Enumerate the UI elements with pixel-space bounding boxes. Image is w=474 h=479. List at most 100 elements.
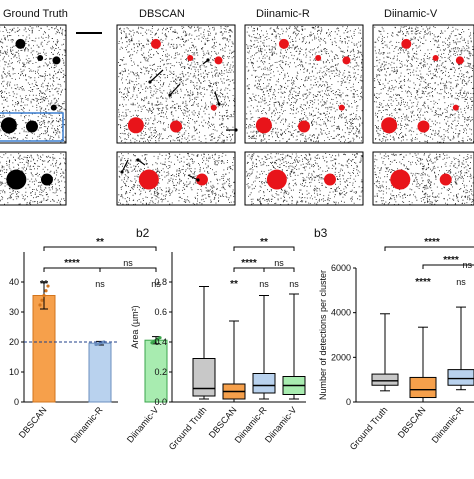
cluster-blob: [6, 169, 27, 190]
box: [409, 376, 437, 399]
significance-label: ****: [64, 258, 80, 269]
x-tick-label: Diinamic-V: [125, 405, 161, 445]
inset-box: [0, 112, 64, 142]
micrograph-1-0: [116, 24, 236, 144]
cluster-blob: [50, 104, 57, 111]
micrograph-2-0: [244, 24, 364, 144]
significance-bracket: [263, 267, 295, 272]
bar: [32, 295, 56, 403]
y-tick-label: 0.2: [154, 367, 167, 377]
significance-label: ns: [123, 258, 133, 268]
cluster-blob: [210, 104, 217, 111]
background-localizations: [374, 153, 474, 205]
significance-label: **: [230, 279, 238, 290]
background-localizations: [118, 153, 235, 205]
x-tick-label: Ground Truth: [167, 405, 209, 452]
x-tick-label: DBSCAN: [17, 405, 49, 440]
significance-label: **: [40, 279, 48, 290]
data-point: [44, 289, 48, 293]
y-tick-label: 0.4: [154, 337, 167, 347]
panel-title-ground-truth: Ground Truth: [3, 8, 68, 20]
pointer-arrow-head: [120, 170, 124, 174]
cluster-blob: [432, 55, 439, 62]
cluster-blob: [187, 55, 194, 62]
x-tick-label: Diinamic-R: [430, 404, 466, 445]
cluster-blob: [52, 56, 61, 65]
pointer-arrow: [149, 69, 164, 83]
pointer-arrow: [214, 91, 220, 105]
box: [192, 358, 216, 397]
y-tick-label: 0.0: [154, 397, 167, 407]
y-tick-label: 0: [346, 397, 351, 407]
x-tick-label: Diinamic-V: [263, 405, 299, 445]
data-point: [38, 303, 42, 307]
pointer-arrow-head: [168, 93, 172, 97]
box: [252, 373, 276, 394]
cluster-blob: [127, 117, 144, 134]
cluster-blob: [150, 38, 161, 49]
cluster-blob: [255, 117, 272, 134]
significance-bracket: [99, 267, 157, 272]
box: [371, 373, 399, 386]
pointer-arrow: [121, 159, 129, 173]
background-localizations: [246, 26, 363, 143]
x-tick-label: Ground Truth: [348, 405, 390, 452]
significance-label: ****: [443, 255, 459, 266]
significance-bracket: [43, 246, 157, 251]
y-tick-label: 40: [9, 277, 19, 287]
significance-label: **: [96, 237, 104, 248]
y-tick-label: 0.8: [154, 277, 167, 287]
significance-label: ****: [424, 237, 440, 248]
data-point: [40, 298, 44, 302]
significance-label: **: [260, 237, 268, 248]
significance-label: ns: [151, 279, 161, 289]
cluster-blob: [342, 56, 351, 65]
significance-bracket: [422, 264, 474, 269]
cluster-blob: [338, 104, 345, 111]
significance-label: ns: [95, 279, 105, 289]
pointer-arrow: [187, 174, 199, 181]
cluster-blob: [417, 120, 430, 133]
micrograph-0-0: [0, 24, 67, 144]
cluster-blob: [452, 104, 459, 111]
cluster-blob: [455, 56, 464, 65]
y-tick-label: 0: [14, 397, 19, 407]
x-tick-label: DBSCAN: [396, 405, 428, 440]
cluster-blob: [278, 38, 289, 49]
significance-label: ****: [415, 277, 431, 288]
micrograph-2-1: [244, 151, 364, 206]
data-point: [42, 293, 46, 298]
significance-bracket: [384, 246, 474, 251]
data-point: [46, 284, 50, 288]
data-point: [158, 336, 162, 340]
cluster-blob: [401, 38, 412, 49]
cluster-blob: [138, 169, 159, 190]
micrograph-panels: [0, 24, 474, 206]
panel-title-diinamic-r: Diinamic-R: [256, 8, 310, 20]
cluster-blob: [0, 117, 17, 134]
significance-label: ****: [241, 258, 257, 269]
y-tick-label: 2000: [331, 352, 351, 362]
cluster-blob: [195, 173, 208, 186]
panel-title-diinamic-v: Diinamic-V: [384, 8, 438, 20]
y-tick-label: 20: [9, 337, 19, 347]
y-tick-label: 4000: [331, 308, 351, 318]
cluster-blob: [170, 120, 182, 133]
cluster-blob: [315, 55, 322, 62]
significance-label: ns: [259, 279, 269, 289]
micrograph-frame: [372, 151, 474, 206]
sublabel-b2: b2: [136, 226, 150, 240]
cluster-blob: [15, 38, 26, 49]
cluster-blob: [26, 120, 38, 133]
y-axis-label: Number of detections per cluster: [318, 270, 328, 400]
bar: [88, 342, 112, 403]
pointer-arrow-head: [234, 128, 238, 132]
cluster-blob: [439, 173, 452, 186]
pointer-arrow: [169, 83, 181, 96]
x-tick-label: DBSCAN: [207, 405, 239, 440]
significance-bracket: [233, 246, 295, 251]
cluster-blob: [266, 169, 287, 190]
background-localizations: [246, 153, 363, 205]
